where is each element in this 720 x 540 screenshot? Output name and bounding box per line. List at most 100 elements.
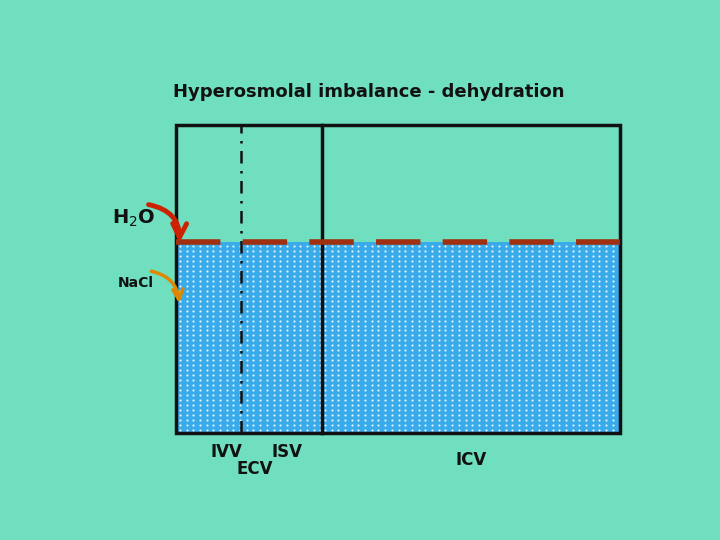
Point — [294, 296, 306, 305]
Point — [513, 366, 525, 375]
Point — [373, 251, 384, 260]
Point — [248, 331, 259, 340]
Point — [480, 386, 491, 395]
Point — [261, 246, 273, 255]
Point — [546, 321, 558, 330]
Point — [294, 286, 306, 295]
Point — [207, 426, 219, 435]
Point — [587, 351, 598, 360]
Point — [487, 246, 498, 255]
Point — [228, 346, 239, 355]
Point — [493, 426, 505, 435]
Point — [241, 246, 253, 255]
Point — [301, 341, 312, 350]
Point — [234, 301, 246, 310]
Point — [433, 296, 444, 305]
Point — [187, 296, 199, 305]
Point — [228, 326, 239, 335]
Point — [268, 406, 279, 415]
Point — [319, 296, 330, 305]
Point — [319, 306, 330, 315]
Point — [207, 241, 219, 250]
Point — [420, 321, 431, 330]
Point — [248, 336, 259, 345]
Point — [406, 416, 418, 424]
Point — [600, 311, 612, 320]
Point — [473, 336, 485, 345]
Point — [560, 286, 572, 295]
Point — [540, 376, 552, 384]
Point — [294, 361, 306, 370]
Point — [379, 351, 391, 360]
Point — [574, 301, 585, 310]
Point — [426, 366, 438, 375]
Point — [420, 376, 431, 384]
Point — [540, 311, 552, 320]
Point — [301, 301, 312, 310]
Point — [319, 251, 330, 260]
Point — [207, 361, 219, 370]
Point — [587, 316, 598, 325]
Text: ISV: ISV — [271, 443, 302, 461]
Point — [400, 351, 411, 360]
Point — [315, 281, 326, 290]
Point — [607, 306, 618, 315]
Point — [473, 366, 485, 375]
Point — [587, 366, 598, 375]
Point — [194, 356, 206, 364]
Point — [201, 371, 212, 380]
Point — [187, 316, 199, 325]
Point — [261, 416, 273, 424]
Point — [234, 341, 246, 350]
Point — [386, 336, 397, 345]
Point — [546, 266, 558, 275]
Point — [393, 411, 405, 420]
Point — [393, 361, 405, 370]
Point — [426, 281, 438, 290]
Point — [254, 311, 266, 320]
Point — [274, 401, 286, 410]
Point — [480, 321, 491, 330]
Point — [346, 341, 357, 350]
Point — [181, 291, 192, 300]
Point — [379, 296, 391, 305]
Point — [228, 281, 239, 290]
Point — [234, 261, 246, 270]
Point — [607, 276, 618, 285]
Point — [181, 401, 192, 410]
Point — [574, 391, 585, 400]
Point — [241, 406, 253, 415]
Point — [600, 321, 612, 330]
Point — [288, 296, 300, 305]
Point — [282, 401, 293, 410]
Point — [560, 281, 572, 290]
Point — [560, 411, 572, 420]
Point — [234, 321, 246, 330]
Point — [174, 416, 186, 424]
Point — [234, 281, 246, 290]
Point — [274, 346, 286, 355]
Point — [379, 361, 391, 370]
Point — [507, 291, 518, 300]
Point — [607, 311, 618, 320]
Point — [500, 371, 511, 380]
Point — [194, 366, 206, 375]
Point — [587, 301, 598, 310]
Point — [274, 336, 286, 345]
Point — [379, 376, 391, 384]
Point — [181, 296, 192, 305]
Point — [554, 401, 565, 410]
Point — [215, 421, 226, 430]
Point — [308, 386, 320, 395]
Point — [234, 311, 246, 320]
Point — [440, 276, 451, 285]
Point — [241, 256, 253, 265]
Point — [420, 401, 431, 410]
Point — [215, 306, 226, 315]
Point — [339, 411, 351, 420]
Point — [507, 421, 518, 430]
Point — [301, 296, 312, 305]
Point — [453, 346, 464, 355]
Point — [453, 396, 464, 404]
Point — [594, 286, 606, 295]
